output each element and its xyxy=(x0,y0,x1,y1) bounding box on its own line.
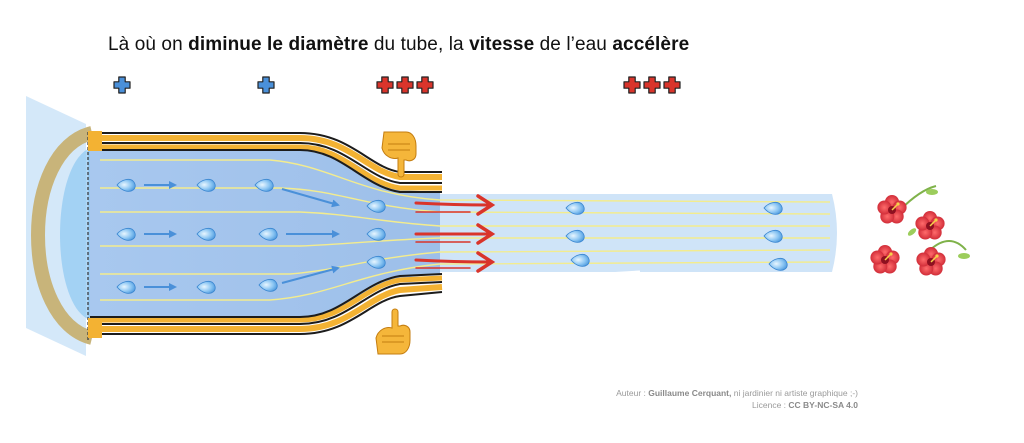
credit-author-name: Guillaume Cerquant, xyxy=(648,388,732,398)
title-part-bold: diminue le diamètre xyxy=(188,34,369,55)
pointing-up-hand-icon xyxy=(375,308,411,355)
pipe-wall-top xyxy=(90,132,442,193)
pressure-markers xyxy=(113,76,681,94)
credit-author: Auteur : Guillaume Cerquant, ni jardinie… xyxy=(616,388,858,398)
plus-icon xyxy=(113,76,131,94)
plus-icon xyxy=(416,76,434,94)
hibiscus-flowers xyxy=(869,185,970,277)
slow-flow-arrows xyxy=(144,181,340,291)
title-part-bold: accélère xyxy=(612,34,690,55)
title-part: de l’eau xyxy=(534,34,613,55)
hibiscus-flower-icon xyxy=(915,246,947,277)
pipe-wall-bottom xyxy=(90,273,443,335)
credit-license-value: CC BY-NC-SA 4.0 xyxy=(788,400,858,410)
hibiscus-flower-icon xyxy=(869,244,901,275)
credit-author-label: Auteur : xyxy=(616,388,649,398)
title-part: du tube, la xyxy=(368,34,470,55)
streamlines xyxy=(100,159,831,301)
hibiscus-flower-icon xyxy=(914,210,946,241)
plus-icon xyxy=(643,76,661,94)
credit-license: Licence : CC BY-NC-SA 4.0 xyxy=(752,400,858,410)
title-part-bold: vitesse xyxy=(469,34,535,55)
plus-icon xyxy=(663,76,681,94)
plus-icon xyxy=(623,76,641,94)
diagram-title: Là où on diminue le diamètre du tube, la… xyxy=(108,34,689,56)
fast-flow-arrows xyxy=(414,194,496,273)
title-part: Là où on xyxy=(108,34,189,55)
plus-icon xyxy=(396,76,414,94)
plus-icon xyxy=(376,76,394,94)
pointing-down-hand-icon xyxy=(381,131,417,178)
plus-icon xyxy=(257,76,275,94)
credit-license-label: Licence : xyxy=(752,400,789,410)
hibiscus-flower-icon xyxy=(876,194,908,225)
credit-author-note: ni jardinier ni artiste graphique ;-) xyxy=(731,388,858,398)
